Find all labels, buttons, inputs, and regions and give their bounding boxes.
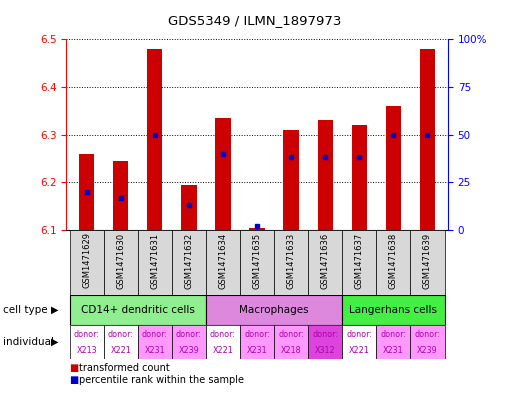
Text: CD14+ dendritic cells: CD14+ dendritic cells [81,305,194,315]
Text: ▶: ▶ [51,337,59,347]
Bar [318,120,333,230]
FancyBboxPatch shape [274,325,308,359]
FancyBboxPatch shape [410,325,444,359]
Text: X231: X231 [145,346,165,355]
Text: X221: X221 [110,346,131,355]
Bar [249,228,265,230]
Bar [386,106,401,230]
Text: X239: X239 [179,346,199,355]
Text: X218: X218 [281,346,301,355]
Text: X231: X231 [383,346,404,355]
FancyBboxPatch shape [70,325,104,359]
FancyBboxPatch shape [274,230,308,295]
Text: GDS5349 / ILMN_1897973: GDS5349 / ILMN_1897973 [168,14,341,27]
Text: donor:: donor: [142,330,168,339]
Text: donor:: donor: [414,330,440,339]
FancyBboxPatch shape [240,230,274,295]
Text: GSM1471638: GSM1471638 [389,233,398,289]
FancyBboxPatch shape [240,325,274,359]
Text: GSM1471630: GSM1471630 [116,233,125,288]
Text: ■: ■ [69,375,78,385]
Text: donor:: donor: [278,330,304,339]
Bar [79,154,94,230]
FancyBboxPatch shape [104,325,138,359]
Text: GSM1471637: GSM1471637 [355,233,364,289]
FancyBboxPatch shape [206,295,342,325]
Text: donor:: donor: [108,330,134,339]
Text: GSM1471636: GSM1471636 [321,233,330,289]
FancyBboxPatch shape [138,325,172,359]
Text: percentile rank within the sample: percentile rank within the sample [79,375,244,385]
FancyBboxPatch shape [172,230,206,295]
Text: X312: X312 [315,346,335,355]
Text: donor:: donor: [176,330,202,339]
Bar [181,185,196,230]
Text: GSM1471631: GSM1471631 [150,233,159,288]
Text: GSM1471634: GSM1471634 [218,233,228,288]
Text: X213: X213 [76,346,97,355]
Text: donor:: donor: [74,330,100,339]
FancyBboxPatch shape [138,230,172,295]
Text: GSM1471632: GSM1471632 [184,233,193,288]
Bar [420,49,435,230]
Text: X221: X221 [349,346,370,355]
Text: cell type: cell type [3,305,47,315]
Text: Langerhans cells: Langerhans cells [349,305,437,315]
FancyBboxPatch shape [206,325,240,359]
Text: GSM1471633: GSM1471633 [287,233,296,289]
FancyBboxPatch shape [376,325,410,359]
Bar [284,130,299,230]
Text: donor:: donor: [210,330,236,339]
FancyBboxPatch shape [342,230,376,295]
FancyBboxPatch shape [410,230,444,295]
Text: individual: individual [3,337,53,347]
Bar [147,49,162,230]
Text: donor:: donor: [380,330,406,339]
FancyBboxPatch shape [342,295,444,325]
Text: ▶: ▶ [51,305,59,315]
FancyBboxPatch shape [206,230,240,295]
Text: GSM1471629: GSM1471629 [82,233,91,288]
Text: Macrophages: Macrophages [239,305,309,315]
Bar [352,125,367,230]
Bar [215,118,231,230]
FancyBboxPatch shape [342,325,376,359]
FancyBboxPatch shape [376,230,410,295]
Text: X221: X221 [213,346,233,355]
Text: X239: X239 [417,346,438,355]
Text: X231: X231 [247,346,267,355]
Bar [113,161,128,230]
FancyBboxPatch shape [70,295,206,325]
Text: GSM1471639: GSM1471639 [423,233,432,288]
Text: GSM1471635: GSM1471635 [252,233,262,288]
FancyBboxPatch shape [70,230,104,295]
Text: donor:: donor: [346,330,372,339]
Text: donor:: donor: [244,330,270,339]
FancyBboxPatch shape [172,325,206,359]
FancyBboxPatch shape [104,230,138,295]
FancyBboxPatch shape [308,325,342,359]
Text: donor:: donor: [312,330,338,339]
FancyBboxPatch shape [308,230,342,295]
Text: transformed count: transformed count [79,363,169,373]
Text: ■: ■ [69,363,78,373]
